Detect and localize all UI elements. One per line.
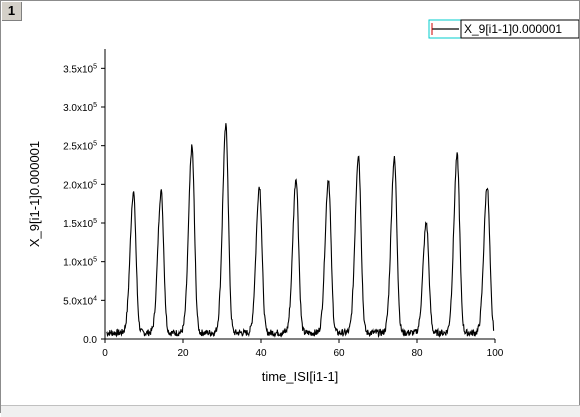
chart: 0.0 5.0x104 1.0x105 1.5x105 2.0x105 2.5x105 3.… bbox=[27, 19, 579, 384]
x-tick-label: 80 bbox=[411, 348, 423, 359]
y-tick-label: 1.5x105 bbox=[63, 218, 97, 230]
y-tick-label: 3.5x105 bbox=[63, 63, 97, 75]
x-tick-label: 20 bbox=[177, 348, 189, 359]
x-axis-label: time_ISI[i1-1] bbox=[262, 369, 339, 384]
x-tick-label: 0 bbox=[102, 348, 108, 359]
y-tick-label: 5.0x104 bbox=[63, 295, 97, 307]
legend[interactable]: X_9[i1-1]0.000001 bbox=[428, 19, 579, 39]
y-tick-label: 3.0x105 bbox=[63, 102, 97, 114]
legend-text-box bbox=[460, 19, 579, 39]
x-tick-label: 60 bbox=[333, 348, 345, 359]
x-tick-label: 40 bbox=[255, 348, 267, 359]
y-tick-label: 0.0 bbox=[83, 335, 97, 346]
y-tick-label: 1.0x105 bbox=[63, 257, 97, 269]
series-line bbox=[106, 123, 495, 339]
status-strip bbox=[1, 405, 580, 417]
y-axis-ticks: 0.0 5.0x104 1.0x105 1.5x105 2.0x105 2.5x105 3.… bbox=[63, 63, 105, 346]
y-axis-label: X_9[i1-1]0.000001 bbox=[27, 141, 42, 247]
x-tick-label: 100 bbox=[487, 348, 504, 359]
legend-label: X_9[i1-1]0.000001 bbox=[464, 22, 562, 36]
layer-indicator[interactable]: 1 bbox=[2, 2, 22, 21]
y-tick-label: 2.5x105 bbox=[63, 141, 97, 153]
y-tick-label: 2.0x105 bbox=[63, 179, 97, 191]
x-axis-ticks: 0 20 40 60 80 100 bbox=[102, 339, 504, 359]
